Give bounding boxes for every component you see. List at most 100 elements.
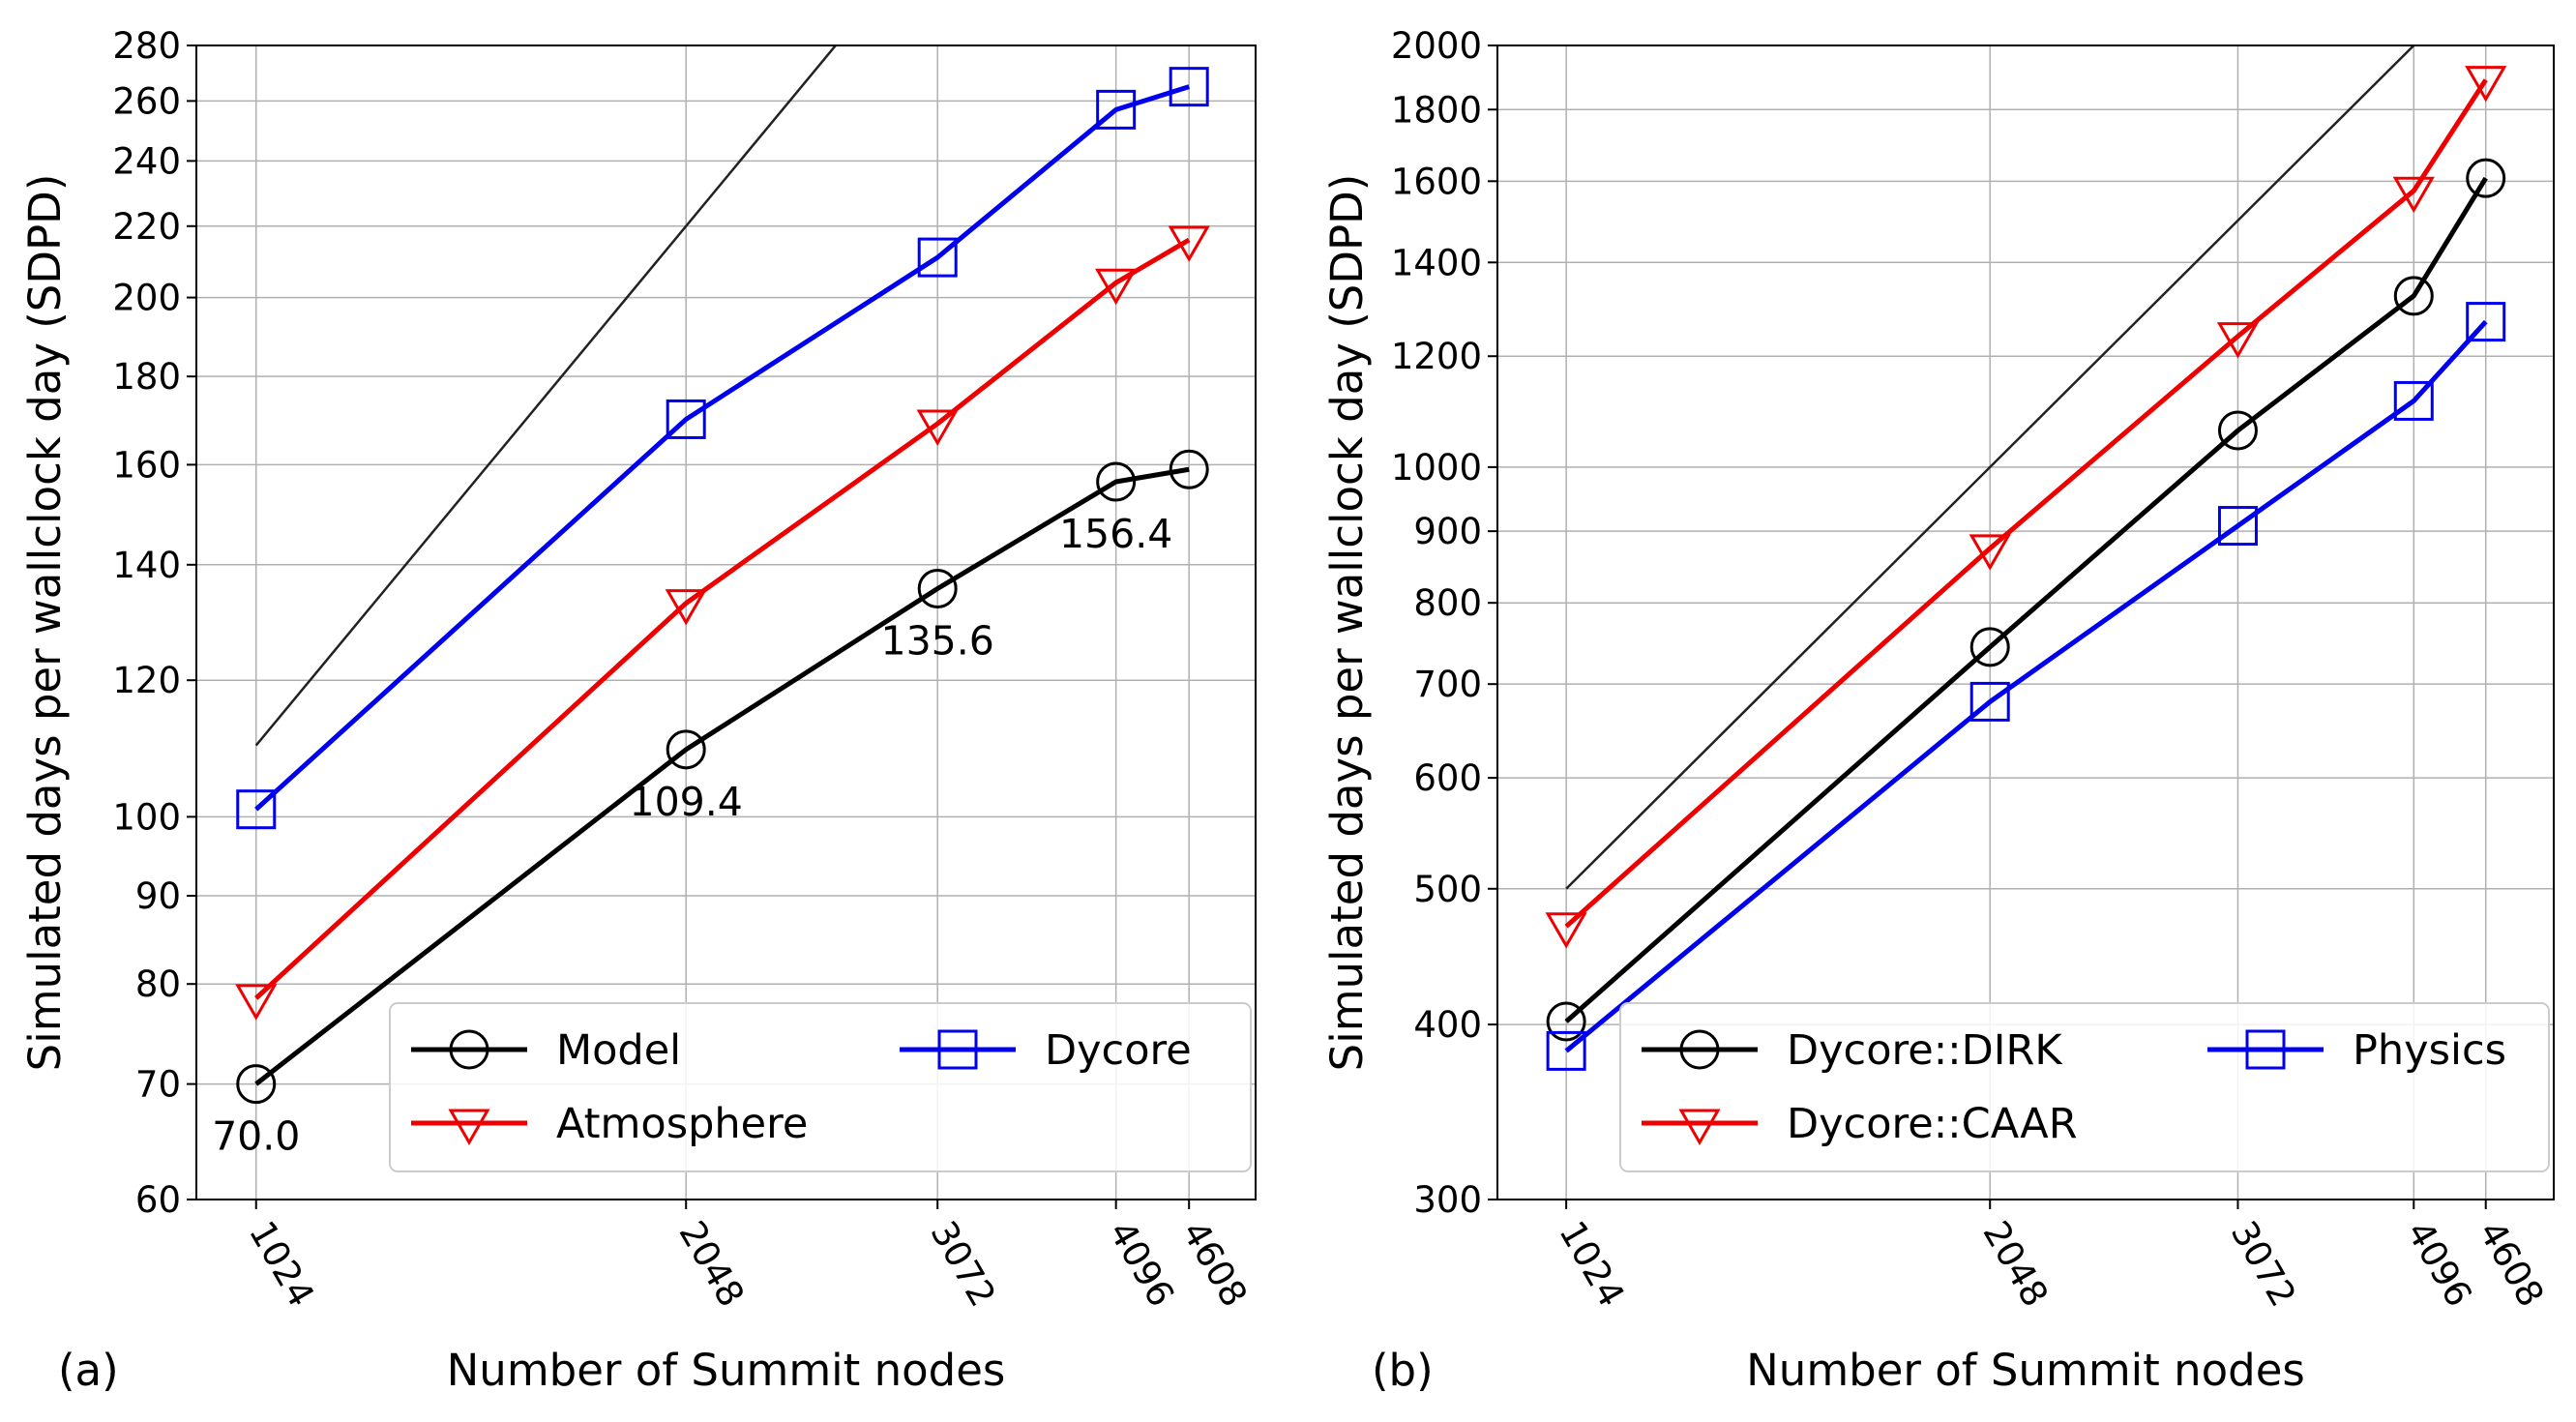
series-line bbox=[254, 84, 1190, 812]
data-point bbox=[1096, 89, 1137, 130]
data-label: 70.0 bbox=[212, 1113, 300, 1160]
data-point bbox=[236, 1064, 277, 1105]
series-dycore bbox=[236, 67, 1209, 830]
data-point bbox=[1969, 627, 2010, 667]
y-tick-label: 120 bbox=[112, 660, 181, 701]
y-axis-label: Simulated days per wallclock day (SDPD) bbox=[1321, 174, 1373, 1072]
legend-marker bbox=[448, 1109, 490, 1145]
y-tick-label: 300 bbox=[1413, 1179, 1482, 1221]
x-axis-label: Number of Summit nodes bbox=[447, 1345, 1006, 1396]
data-label: 135.6 bbox=[881, 618, 994, 665]
legend-label: Physics bbox=[2353, 1026, 2506, 1075]
y-tick-label: 140 bbox=[112, 545, 181, 586]
data-point bbox=[235, 984, 278, 1021]
data-point bbox=[1095, 268, 1138, 306]
panel-label: (b) bbox=[1372, 1345, 1434, 1396]
legend-marker bbox=[937, 1029, 978, 1070]
x-tick-label: 1024 bbox=[241, 1214, 322, 1314]
series-line bbox=[254, 466, 1190, 1086]
data-point bbox=[666, 399, 706, 439]
legend-entry: Dycore::CAAR bbox=[1642, 1100, 2078, 1148]
y-tick-label: 90 bbox=[135, 875, 181, 917]
data-point bbox=[665, 589, 707, 626]
y-tick-label: 1400 bbox=[1391, 242, 1482, 283]
y-tick-label: 900 bbox=[1413, 511, 1482, 552]
y-tick-label: 600 bbox=[1413, 757, 1482, 799]
y-tick-label: 500 bbox=[1413, 869, 1482, 910]
data-point bbox=[236, 789, 277, 830]
x-tick-label: 4608 bbox=[2471, 1214, 2552, 1314]
data-point bbox=[1546, 1030, 1586, 1071]
legend-label: Dycore::DIRK bbox=[1787, 1026, 2063, 1075]
y-tick-label: 200 bbox=[112, 278, 181, 319]
legend-marker bbox=[449, 1029, 489, 1070]
data-point bbox=[2393, 276, 2434, 316]
y-tick-label: 100 bbox=[112, 796, 181, 838]
data-point bbox=[2466, 158, 2506, 198]
legend-label: Atmosphere bbox=[556, 1100, 808, 1148]
x-tick-label: 2048 bbox=[1974, 1214, 2056, 1314]
data-label: 156.4 bbox=[1059, 511, 1172, 557]
y-tick-label: 1200 bbox=[1391, 336, 1482, 377]
data-point bbox=[1168, 225, 1210, 262]
data-point bbox=[1169, 449, 1209, 489]
x-tick-label: 3072 bbox=[922, 1214, 1003, 1314]
legend-marker bbox=[1678, 1109, 1721, 1145]
y-tick-label: 1800 bbox=[1391, 89, 1482, 131]
legend-entry: Dycore bbox=[900, 1026, 1192, 1075]
ideal-scaling-line bbox=[254, 45, 838, 747]
legend-entry: Physics bbox=[2207, 1026, 2506, 1075]
chart-panel-b: 300 400 500 600 700 800 900 1000 1200 1400 1600 180… bbox=[1321, 25, 2555, 1396]
data-point bbox=[1969, 681, 2010, 722]
y-tick-label: 280 bbox=[112, 25, 181, 67]
x-tick-label: 2048 bbox=[670, 1214, 752, 1314]
data-point bbox=[2392, 176, 2435, 214]
data-point bbox=[2217, 410, 2258, 451]
y-tick-label: 800 bbox=[1413, 582, 1482, 624]
series-dycore-caar bbox=[1545, 66, 2507, 949]
y-tick-label: 260 bbox=[112, 80, 181, 122]
y-tick-label: 180 bbox=[112, 356, 181, 398]
x-tick-label: 4096 bbox=[2398, 1214, 2479, 1314]
data-point bbox=[1096, 461, 1137, 502]
data-point bbox=[2216, 322, 2260, 359]
data-point bbox=[2466, 302, 2506, 342]
legend-label: Dycore::CAAR bbox=[1787, 1100, 2078, 1148]
legend-marker bbox=[2245, 1029, 2286, 1070]
data-point bbox=[917, 237, 958, 278]
data-point bbox=[666, 729, 706, 770]
x-tick-label: 4608 bbox=[1173, 1214, 1255, 1314]
series-line bbox=[1564, 319, 2488, 1053]
y-tick-label: 160 bbox=[112, 444, 181, 486]
legend-label: Model bbox=[556, 1026, 681, 1075]
data-point bbox=[1169, 67, 1209, 107]
data-point bbox=[1546, 1001, 1586, 1042]
ideal-scaling-line bbox=[1565, 45, 2415, 890]
chart-panel-a: 60 70 80 90 100 120 140 160 180 200 220 240 260 280 10… bbox=[19, 25, 1257, 1396]
legend: Model Atmosphere Dycore bbox=[389, 1002, 1252, 1172]
x-tick-label: 4096 bbox=[1101, 1214, 1182, 1314]
data-point bbox=[2465, 66, 2507, 103]
x-tick-label: 1024 bbox=[1551, 1214, 1632, 1314]
y-tick-label: 70 bbox=[135, 1064, 181, 1106]
legend-entry: Dycore::DIRK bbox=[1642, 1026, 2063, 1075]
data-point bbox=[1969, 534, 2011, 571]
data-point bbox=[2393, 380, 2434, 421]
data-point bbox=[916, 409, 959, 446]
x-tick-label: 3072 bbox=[2223, 1214, 2304, 1314]
series-atmosphere bbox=[235, 225, 1210, 1021]
series-line bbox=[1564, 78, 2488, 929]
panel-label: (a) bbox=[58, 1345, 119, 1396]
series-line bbox=[1564, 176, 2488, 1023]
data-point bbox=[1545, 912, 1587, 949]
series-model bbox=[236, 449, 1209, 1105]
series-line bbox=[254, 237, 1191, 1000]
y-axis-label: Simulated days per wallclock day (SDPD) bbox=[19, 174, 71, 1072]
y-tick-label: 220 bbox=[112, 206, 181, 248]
legend-box bbox=[389, 1002, 1252, 1172]
plot-frame bbox=[1496, 44, 2555, 1200]
plot-frame bbox=[195, 44, 1257, 1200]
series-physics bbox=[1546, 302, 2506, 1071]
legend-entry: Atmosphere bbox=[411, 1100, 808, 1148]
